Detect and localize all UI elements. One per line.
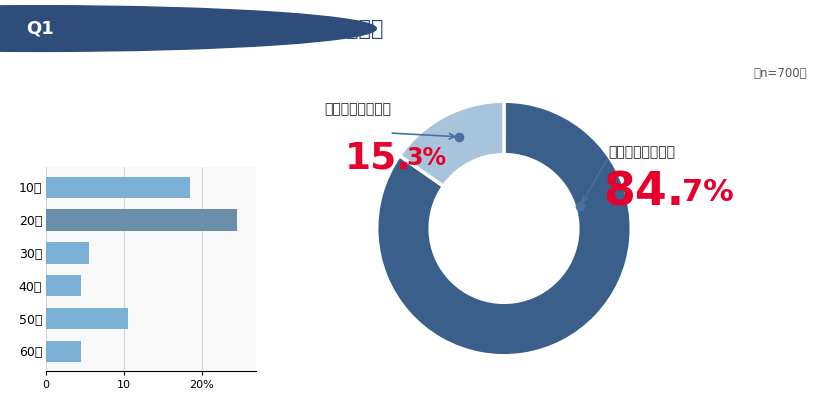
Text: Q1: Q1 (26, 20, 55, 38)
Bar (46, 209, 237, 231)
Wedge shape (376, 101, 632, 356)
Text: 3%: 3% (406, 146, 446, 171)
Bar (46, 341, 81, 362)
Bar (46, 177, 190, 198)
Text: 聞いたことがある: 聞いたことがある (608, 145, 675, 159)
Text: 15.: 15. (345, 140, 412, 177)
Bar (46, 242, 89, 264)
Wedge shape (400, 101, 504, 186)
Text: （n=700）: （n=700） (753, 67, 807, 80)
Text: 7%: 7% (682, 178, 734, 207)
Bar (46, 308, 128, 329)
Circle shape (0, 6, 376, 51)
Text: 抗菌薬･抗生物質という言葉を聞いたことがありますか: 抗菌薬･抗生物質という言葉を聞いたことがありますか (71, 18, 384, 39)
Text: 聞いたことがない: 聞いたことがない (324, 102, 391, 116)
Bar (46, 275, 81, 296)
Text: 84.: 84. (603, 170, 685, 215)
